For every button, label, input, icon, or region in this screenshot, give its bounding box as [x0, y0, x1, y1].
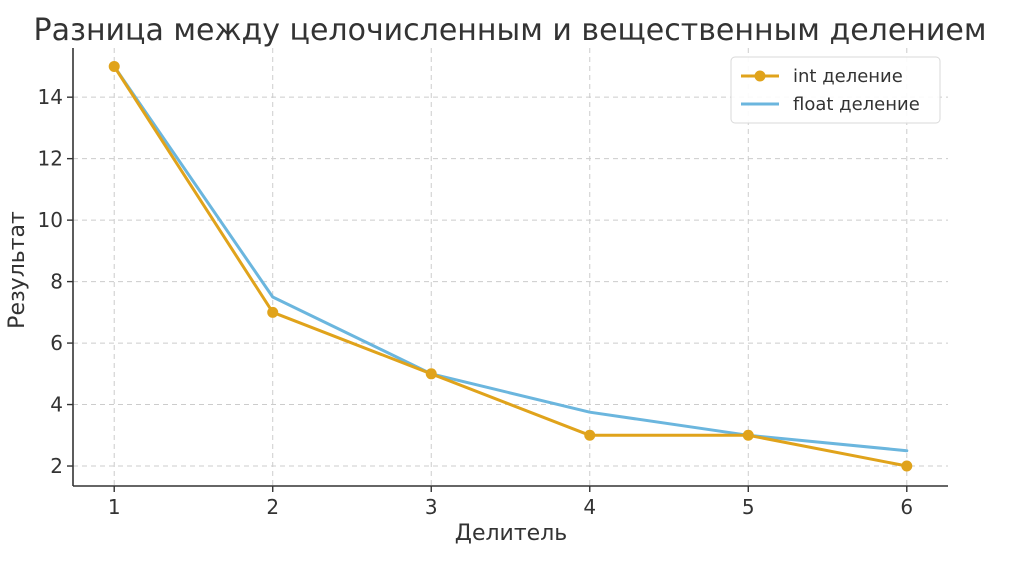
y-tick-label: 12	[38, 147, 63, 171]
series-lines	[108, 60, 913, 472]
y-tick-label: 14	[38, 85, 63, 109]
x-tick-label: 6	[900, 495, 913, 519]
legend-box	[730, 56, 941, 124]
data-point	[267, 306, 279, 318]
x-axis-label: Делитель	[455, 521, 567, 546]
legend-label: float деление	[793, 94, 920, 115]
legend-swatch-marker	[754, 70, 766, 82]
x-tick-label: 5	[742, 495, 755, 519]
data-point	[742, 429, 754, 441]
chart-title: Разница между целочисленным и вещественн…	[34, 13, 987, 48]
y-tick-label: 8	[50, 270, 63, 294]
x-tick-label: 4	[583, 495, 596, 519]
x-tick-label: 1	[108, 495, 121, 519]
x-tick-label: 3	[425, 495, 438, 519]
x-tick-label: 2	[266, 495, 279, 519]
data-point	[584, 429, 596, 441]
y-tick-label: 6	[50, 331, 63, 355]
legend-label: int деление	[793, 66, 903, 87]
data-point	[425, 368, 437, 380]
y-tick-label: 2	[50, 454, 63, 478]
data-point	[108, 60, 120, 72]
axes	[67, 48, 948, 492]
y-tick-label: 10	[38, 208, 63, 232]
y-tick-label: 4	[50, 393, 63, 417]
series-line-0	[112, 64, 909, 468]
legend: int деление float деление	[730, 56, 941, 124]
series-line-1	[112, 64, 909, 453]
data-point	[901, 460, 913, 472]
y-axis-label: Результат	[5, 211, 30, 329]
